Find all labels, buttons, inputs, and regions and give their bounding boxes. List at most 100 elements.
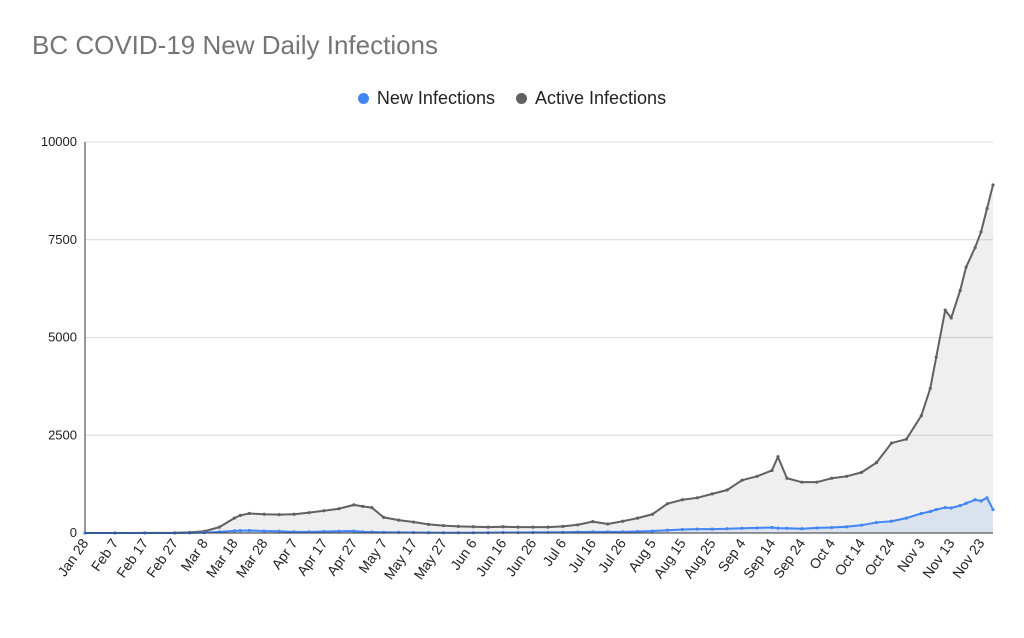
data-point-active-infections: [785, 476, 789, 480]
data-point-new-infections: [755, 526, 759, 530]
data-point-active-infections: [859, 470, 864, 474]
data-point-new-infections: [232, 529, 236, 533]
data-point-active-infections: [958, 288, 962, 293]
data-point-new-infections: [740, 526, 744, 530]
data-point-new-infections: [665, 528, 670, 532]
data-point-new-infections: [785, 526, 789, 530]
x-tick-label: Oct 24: [861, 535, 898, 578]
x-tick-label: Oct 14: [831, 535, 868, 578]
data-point-new-infections: [928, 509, 932, 514]
data-point-active-infections: [307, 511, 311, 515]
series-area-new-infections: [85, 497, 993, 533]
data-point-new-infections: [800, 527, 804, 531]
data-point-new-infections: [352, 529, 356, 533]
x-tick-label: Jul 26: [595, 535, 630, 575]
series-area-active-infections: [85, 185, 993, 533]
x-tick-label: Jun 26: [502, 535, 539, 579]
data-point-new-infections: [262, 529, 266, 533]
data-point-active-infections: [991, 183, 995, 187]
data-point-active-infections: [361, 504, 365, 509]
data-point-new-infections: [770, 525, 774, 530]
data-point-active-infections: [680, 498, 684, 502]
x-tick-label: Sep 24: [770, 535, 809, 581]
y-tick-label-10000: 10000: [41, 134, 77, 149]
data-point-new-infections: [725, 527, 729, 531]
data-point-active-infections: [411, 520, 416, 524]
data-point-new-infections: [680, 527, 684, 532]
x-tick-label: Jun 16: [472, 535, 509, 579]
data-point-active-infections: [815, 480, 819, 484]
data-point-active-infections: [964, 265, 968, 269]
data-point-active-infections: [800, 480, 804, 484]
chart-title: BC COVID-19 New Daily Infections: [32, 30, 439, 60]
data-point-active-infections: [695, 496, 699, 500]
data-point-active-infections: [740, 478, 744, 482]
y-tick-label-7500: 7500: [48, 232, 77, 247]
x-tick-label: Apr 17: [294, 535, 331, 578]
data-point-active-infections: [621, 519, 625, 523]
data-point-active-infections: [546, 525, 550, 529]
data-point-new-infections: [516, 530, 520, 535]
data-point-new-infections: [859, 523, 864, 527]
data-point-new-infections: [958, 504, 962, 508]
data-point-new-infections: [650, 529, 655, 533]
data-point-new-infections: [277, 529, 281, 533]
legend-marker-new-infections: [357, 93, 369, 104]
data-point-active-infections: [501, 525, 505, 529]
data-point-new-infections: [874, 520, 879, 525]
data-point-active-infections: [776, 455, 780, 459]
data-point-new-infections: [397, 530, 401, 535]
data-point-active-infections: [516, 525, 520, 529]
data-point-active-infections: [710, 492, 714, 496]
data-point-new-infections: [710, 527, 714, 531]
data-point-new-infections: [934, 507, 938, 512]
data-point-active-infections: [591, 520, 595, 524]
data-point-new-infections: [991, 507, 995, 512]
data-point-new-infections: [830, 525, 834, 530]
data-point-new-infections: [973, 498, 977, 502]
data-point-active-infections: [919, 414, 923, 418]
data-point-new-infections: [815, 526, 819, 530]
data-point-new-infections: [964, 501, 968, 505]
data-point-new-infections: [943, 505, 947, 510]
data-point-active-infections: [874, 461, 879, 465]
data-point-active-infections: [456, 524, 460, 528]
legend-marker-active-infections: [516, 93, 527, 104]
data-point-active-infections: [934, 355, 938, 359]
x-tick-label: Nov 23: [949, 535, 988, 581]
data-point-active-infections: [486, 525, 490, 529]
data-point-active-infections: [889, 441, 894, 445]
data-point-active-infections: [247, 511, 251, 516]
y-tick-label-5000: 5000: [48, 330, 77, 345]
data-point-active-infections: [352, 503, 356, 507]
data-point-active-infections: [770, 468, 774, 473]
data-point-active-infections: [217, 525, 222, 529]
data-point-active-infections: [973, 245, 977, 250]
data-point-new-infections: [337, 529, 341, 533]
data-point-new-infections: [695, 527, 699, 531]
legend-label-new-infections: New Infections: [376, 88, 495, 108]
x-tick-label: Mar 28: [233, 535, 271, 580]
x-tick-label: Aug 25: [680, 535, 719, 581]
x-tick-label: Jul 16: [565, 535, 600, 575]
chart-legend: New Infections Active Infections: [0, 88, 1024, 109]
data-point-active-infections: [382, 515, 386, 519]
legend-item-active-infections: Active Infections: [516, 88, 666, 109]
data-point-active-infections: [426, 522, 431, 527]
data-point-active-infections: [755, 474, 759, 478]
data-point-active-infections: [949, 316, 953, 320]
data-point-active-infections: [232, 516, 236, 520]
data-point-active-infections: [471, 525, 475, 529]
data-point-active-infections: [845, 474, 849, 478]
data-point-new-infections: [889, 519, 894, 523]
data-point-active-infections: [665, 502, 670, 506]
data-point-new-infections: [845, 525, 849, 529]
data-point-new-infections: [949, 506, 953, 510]
data-point-active-infections: [370, 505, 374, 510]
data-point-active-infections: [943, 308, 947, 312]
y-tick-label-2500: 2500: [48, 427, 77, 442]
data-point-active-infections: [441, 523, 446, 528]
data-point-active-infections: [397, 518, 401, 522]
